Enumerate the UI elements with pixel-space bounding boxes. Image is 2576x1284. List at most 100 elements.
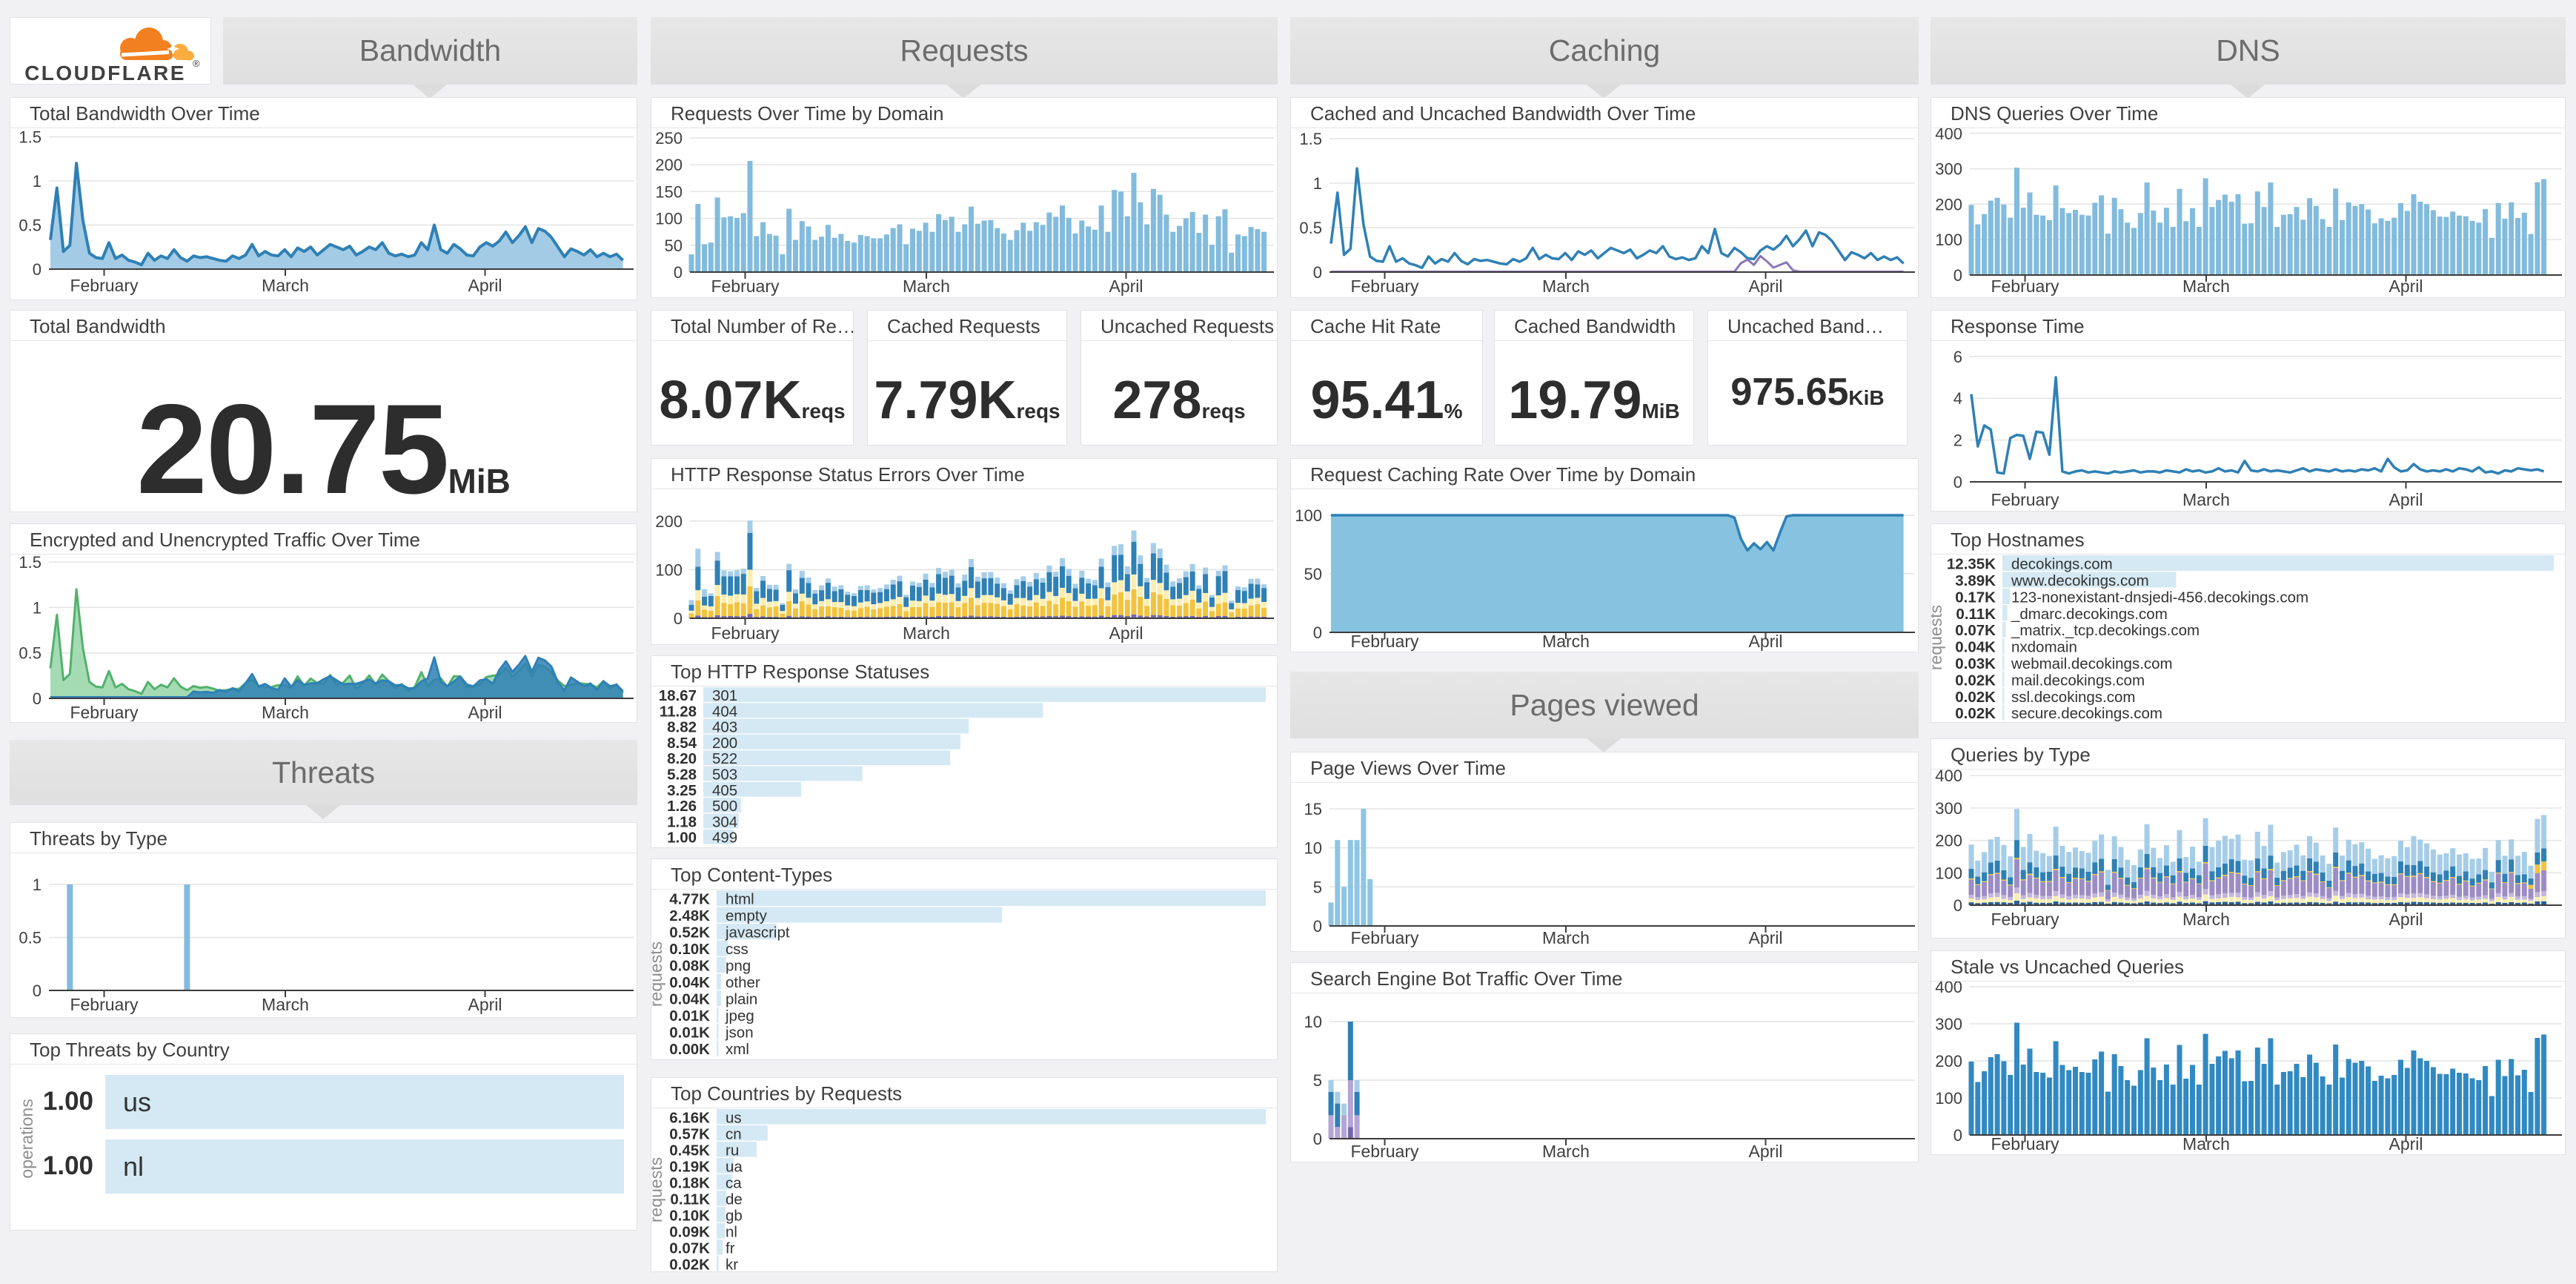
svg-text:February: February — [70, 276, 139, 295]
svg-text:February: February — [711, 277, 780, 296]
svg-text:1.00: 1.00 — [43, 1087, 93, 1116]
svg-text:0.04K: 0.04K — [669, 974, 710, 991]
svg-text:0.02K: 0.02K — [1955, 705, 1996, 721]
svg-text:0.09K: 0.09K — [669, 1223, 710, 1240]
svg-text:February: February — [1350, 632, 1419, 651]
svg-text:ca: ca — [726, 1174, 742, 1191]
svg-text:1: 1 — [1313, 174, 1322, 193]
svg-text:February: February — [711, 623, 780, 643]
svg-text:0: 0 — [1953, 473, 1962, 492]
svg-text:6: 6 — [1953, 348, 1962, 366]
svg-text:secure.decokings.com: secure.decokings.com — [2011, 705, 2162, 721]
svg-text:0: 0 — [1313, 263, 1322, 282]
svg-text:1: 1 — [33, 598, 42, 617]
svg-text:February: February — [1350, 1142, 1419, 1161]
svg-text:requests: requests — [651, 1157, 665, 1222]
svg-text:0.01K: 0.01K — [669, 1007, 710, 1025]
svg-text:png: png — [726, 958, 751, 975]
svg-text:0.5: 0.5 — [1299, 219, 1322, 237]
svg-text:3.89K: 3.89K — [1955, 572, 1996, 589]
svg-text:200: 200 — [1935, 1052, 1962, 1070]
svg-text:200: 200 — [712, 735, 737, 752]
svg-text:8.54: 8.54 — [667, 735, 697, 752]
svg-text:0.11K: 0.11K — [1956, 606, 1996, 623]
svg-text:2.48K: 2.48K — [669, 907, 710, 924]
svg-text:4: 4 — [1953, 389, 1962, 408]
svg-text:100: 100 — [1935, 231, 1962, 249]
svg-text:kr: kr — [726, 1256, 738, 1271]
svg-text:April: April — [468, 276, 502, 295]
svg-text:April: April — [1748, 277, 1782, 296]
svg-text:March: March — [903, 277, 950, 296]
svg-text:css: css — [726, 941, 748, 958]
svg-text:100: 100 — [1935, 864, 1962, 882]
svg-text:18.67: 18.67 — [659, 687, 697, 704]
svg-text:4.77K: 4.77K — [669, 891, 710, 908]
svg-text:April: April — [468, 995, 502, 1014]
svg-text:0.45K: 0.45K — [669, 1142, 710, 1159]
svg-text:0: 0 — [674, 263, 683, 282]
svg-text:301: 301 — [712, 687, 737, 704]
svg-text:10: 10 — [1304, 1013, 1322, 1031]
svg-text:12.35K: 12.35K — [1947, 556, 1996, 573]
svg-text:javascript: javascript — [725, 924, 790, 942]
svg-text:requests: requests — [1931, 605, 1945, 670]
svg-text:March: March — [2182, 490, 2230, 509]
svg-text:April: April — [1109, 277, 1143, 296]
svg-text:1.5: 1.5 — [1299, 130, 1322, 148]
svg-text:operations: operations — [17, 1099, 36, 1178]
svg-text:®: ® — [193, 58, 200, 69]
svg-text:0.01K: 0.01K — [669, 1025, 710, 1042]
svg-text:200: 200 — [1935, 832, 1962, 850]
svg-text:fr: fr — [726, 1240, 735, 1257]
svg-text:0.02K: 0.02K — [1955, 672, 1996, 689]
svg-text:plain: plain — [726, 991, 757, 1008]
svg-text:50: 50 — [1304, 565, 1322, 583]
svg-text:jpeg: jpeg — [725, 1007, 754, 1025]
svg-text:nl: nl — [726, 1223, 737, 1240]
svg-text:March: March — [262, 995, 309, 1014]
svg-text:March: March — [2182, 910, 2230, 929]
svg-text:0.03K: 0.03K — [1955, 655, 1996, 672]
svg-text:0.5: 0.5 — [19, 644, 42, 663]
svg-text:0.00K: 0.00K — [669, 1041, 710, 1058]
svg-text:webmail.decokings.com: webmail.decokings.com — [2011, 655, 2173, 672]
svg-text:15: 15 — [1304, 800, 1322, 818]
svg-text:10: 10 — [1304, 839, 1322, 858]
svg-text:1.18: 1.18 — [667, 813, 697, 830]
svg-text:us: us — [123, 1087, 151, 1117]
svg-text:nl: nl — [123, 1151, 144, 1182]
svg-text:xml: xml — [726, 1041, 749, 1058]
svg-text:March: March — [903, 623, 950, 643]
svg-text:0: 0 — [33, 260, 42, 279]
svg-text:April: April — [2389, 490, 2423, 509]
svg-text:100: 100 — [655, 210, 683, 228]
svg-text:0: 0 — [1313, 1130, 1322, 1148]
svg-text:100: 100 — [1295, 506, 1322, 525]
svg-text:0.57K: 0.57K — [669, 1125, 710, 1142]
svg-text:April: April — [1109, 623, 1143, 643]
svg-text:April: April — [2389, 277, 2423, 296]
svg-text:April: April — [2389, 1134, 2423, 1154]
svg-text:cn: cn — [726, 1125, 742, 1142]
svg-text:_matrix._tcp.decokings.com: _matrix._tcp.decokings.com — [2011, 622, 2200, 639]
svg-text:February: February — [70, 703, 139, 721]
svg-text:300: 300 — [1935, 1015, 1962, 1033]
svg-text:0.04K: 0.04K — [669, 991, 710, 1008]
svg-text:0.5: 0.5 — [19, 216, 42, 235]
svg-text:200: 200 — [1935, 195, 1962, 214]
svg-text:decokings.com: decokings.com — [2011, 556, 2113, 573]
svg-text:www.decokings.com: www.decokings.com — [2011, 572, 2149, 589]
svg-text:other: other — [726, 974, 760, 991]
svg-text:February: February — [1991, 490, 2059, 509]
svg-text:html: html — [726, 891, 754, 908]
svg-text:0.08K: 0.08K — [669, 958, 710, 975]
svg-text:February: February — [1991, 910, 2059, 929]
svg-text:500: 500 — [712, 798, 737, 815]
svg-text:February: February — [70, 995, 139, 1014]
svg-text:50: 50 — [665, 236, 683, 255]
svg-text:0.19K: 0.19K — [669, 1158, 710, 1175]
svg-text:February: February — [1350, 277, 1419, 296]
svg-text:0: 0 — [674, 609, 683, 628]
svg-text:April: April — [1748, 632, 1782, 651]
